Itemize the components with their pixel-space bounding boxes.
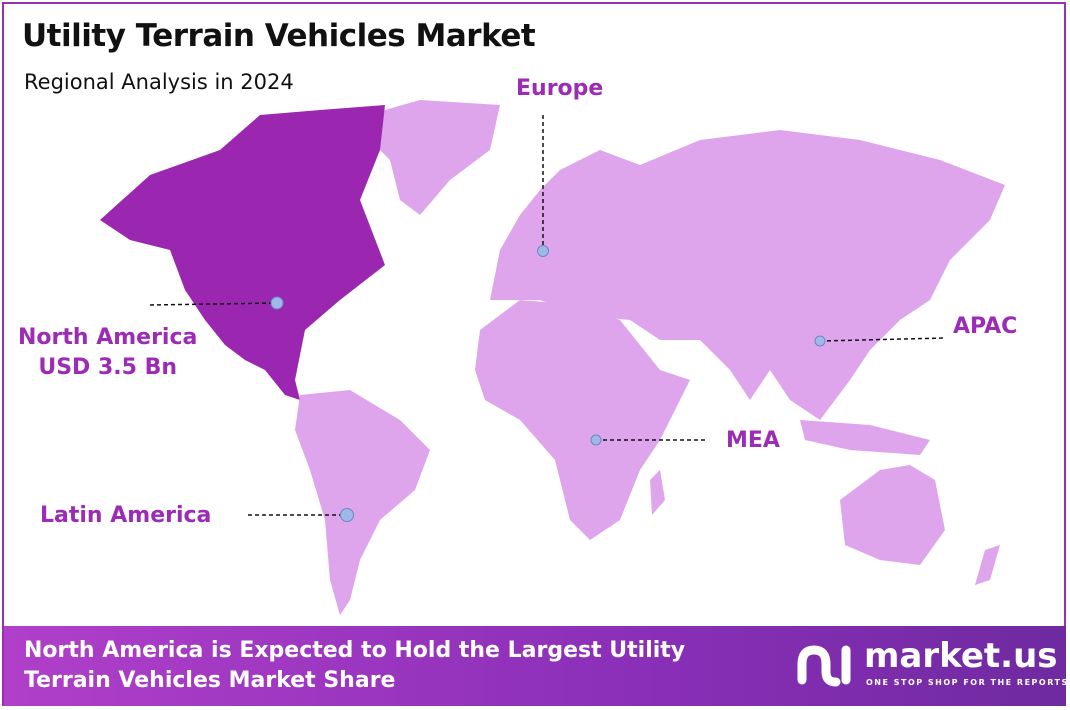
new-zealand	[975, 545, 1000, 585]
region-name: North America	[18, 325, 198, 350]
logo-mark-icon	[797, 645, 851, 687]
south-america	[295, 390, 430, 615]
north-america-region	[100, 105, 385, 400]
label-apac: APAC	[953, 314, 1018, 339]
leader-north-america	[149, 302, 278, 306]
logo-name: market.us	[864, 636, 1058, 676]
australia	[840, 465, 945, 565]
footer-text: North America is Expected to Hold the La…	[24, 636, 685, 696]
madagascar	[650, 470, 665, 515]
label-europe: Europe	[516, 76, 604, 101]
marker-mea	[590, 434, 602, 446]
label-mea: MEA	[726, 428, 780, 453]
logo-tagline: ONE STOP SHOP FOR THE REPORTS	[866, 678, 1069, 687]
marker-north-america	[270, 296, 284, 310]
marker-europe	[537, 245, 549, 257]
marker-apac	[814, 335, 826, 347]
marker-latin-america	[340, 508, 354, 522]
region-value: USD 3.5 Bn	[38, 355, 178, 380]
greenland	[350, 100, 500, 215]
label-latin-america: Latin America	[40, 503, 212, 528]
label-north-america: North America USD 3.5 Bn	[18, 323, 197, 383]
footer-line-1: North America is Expected to Hold the La…	[24, 638, 686, 663]
footer-line-2: Terrain Vehicles Market Share	[24, 668, 396, 693]
eurasia	[490, 130, 1005, 420]
page-subtitle: Regional Analysis in 2024	[24, 70, 294, 94]
page-title: Utility Terrain Vehicles Market	[22, 18, 536, 54]
footer-banner: North America is Expected to Hold the La…	[4, 626, 1067, 706]
indonesia	[800, 420, 930, 455]
world-map	[100, 100, 1005, 615]
africa	[475, 300, 690, 540]
market-us-logo: market.us ONE STOP SHOP FOR THE REPORTS	[794, 636, 1067, 694]
